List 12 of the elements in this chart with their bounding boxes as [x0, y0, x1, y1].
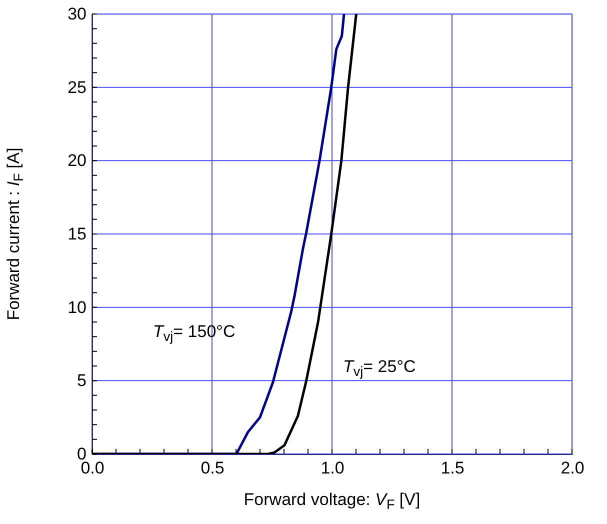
- y-tick-label: 5: [77, 371, 86, 390]
- x-tick-label: 1.5: [440, 458, 464, 478]
- x-tick-label: 0.0: [80, 458, 104, 478]
- x-tick-label: 1.0: [320, 458, 344, 478]
- y-tick-label: 20: [68, 151, 86, 170]
- y-axis-title: Forward current : IF [A]: [4, 148, 26, 320]
- y-tick-label: 30: [68, 4, 86, 24]
- y-tick-label: 10: [68, 298, 86, 317]
- x-tick-label: 0.5: [200, 458, 224, 478]
- y-tick-label: 15: [68, 224, 86, 244]
- y-tick-label: 25: [68, 78, 86, 97]
- x-tick-label: 2.0: [560, 458, 584, 478]
